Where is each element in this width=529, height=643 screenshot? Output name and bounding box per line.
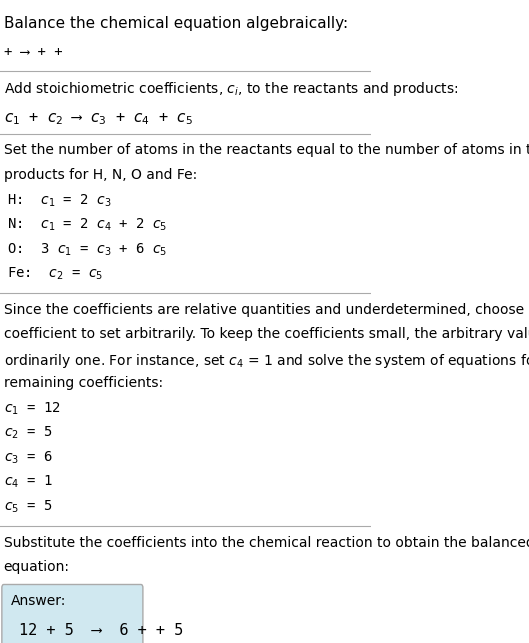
Text: $c_1$ + $c_2$ ⟶ $c_3$ + $c_4$ + $c_5$: $c_1$ + $c_2$ ⟶ $c_3$ + $c_4$ + $c_5$ <box>4 111 193 127</box>
Text: $c_1$ = 12: $c_1$ = 12 <box>4 401 60 417</box>
Text: $c_5$ = 5: $c_5$ = 5 <box>4 498 52 515</box>
Text: equation:: equation: <box>4 560 70 574</box>
Text: Fe:  $c_2$ = $c_5$: Fe: $c_2$ = $c_5$ <box>7 266 104 282</box>
Text: N:  $c_1$ = 2 $c_4$ + 2 $c_5$: N: $c_1$ = 2 $c_4$ + 2 $c_5$ <box>7 217 168 233</box>
Text: Balance the chemical equation algebraically:: Balance the chemical equation algebraica… <box>4 16 348 31</box>
Text: products for H, N, O and Fe:: products for H, N, O and Fe: <box>4 168 197 182</box>
Text: Answer:: Answer: <box>11 594 67 608</box>
FancyBboxPatch shape <box>2 584 143 643</box>
Text: + ⟶ + +: + ⟶ + + <box>4 45 62 59</box>
Text: 12 + 5  ⟶  6 + + 5: 12 + 5 ⟶ 6 + + 5 <box>19 623 183 638</box>
Text: Add stoichiometric coefficients, $c_i$, to the reactants and products:: Add stoichiometric coefficients, $c_i$, … <box>4 80 458 98</box>
Text: coefficient to set arbitrarily. To keep the coefficients small, the arbitrary va: coefficient to set arbitrarily. To keep … <box>4 327 529 341</box>
Text: Set the number of atoms in the reactants equal to the number of atoms in the: Set the number of atoms in the reactants… <box>4 143 529 158</box>
Text: $c_3$ = 6: $c_3$ = 6 <box>4 449 52 466</box>
Text: O:  3 $c_1$ = $c_3$ + 6 $c_5$: O: 3 $c_1$ = $c_3$ + 6 $c_5$ <box>7 241 168 258</box>
Text: remaining coefficients:: remaining coefficients: <box>4 376 163 390</box>
Text: ordinarily one. For instance, set $c_4$ = 1 and solve the system of equations fo: ordinarily one. For instance, set $c_4$ … <box>4 352 529 370</box>
Text: $c_2$ = 5: $c_2$ = 5 <box>4 425 52 442</box>
Text: H:  $c_1$ = 2 $c_3$: H: $c_1$ = 2 $c_3$ <box>7 192 112 209</box>
Text: Substitute the coefficients into the chemical reaction to obtain the balanced: Substitute the coefficients into the che… <box>4 536 529 550</box>
Text: Since the coefficients are relative quantities and underdetermined, choose a: Since the coefficients are relative quan… <box>4 303 529 317</box>
Text: $c_4$ = 1: $c_4$ = 1 <box>4 474 52 491</box>
